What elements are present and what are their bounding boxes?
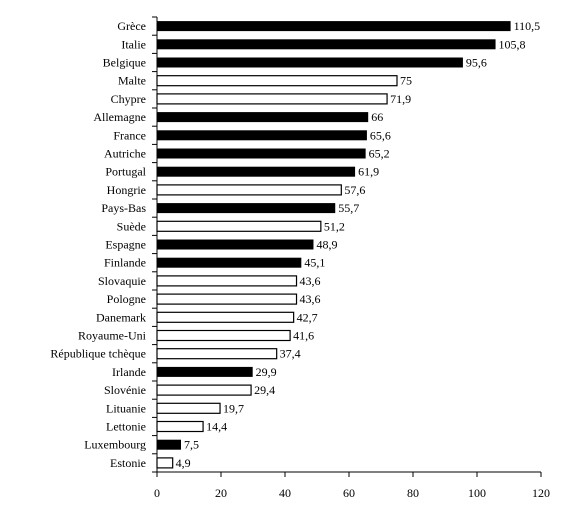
bar (157, 366, 253, 377)
x-tick-label: 80 (407, 486, 419, 500)
value-label: 75 (400, 74, 412, 88)
value-label: 95,6 (466, 56, 487, 70)
bar (156, 329, 291, 342)
category-label: Grèce (117, 19, 146, 33)
bar (156, 293, 298, 305)
x-tick-label: 120 (532, 486, 550, 500)
category-label: Slovaquie (98, 274, 146, 288)
category-label: France (113, 128, 146, 142)
bar (156, 402, 221, 414)
x-tick-label: 20 (215, 486, 227, 500)
bar (157, 239, 314, 250)
value-label: 43,6 (300, 274, 321, 288)
bar (157, 39, 496, 50)
category-label: Belgique (103, 56, 146, 70)
category-label: Estonie (110, 456, 146, 470)
bar (157, 112, 369, 123)
bar (156, 384, 252, 396)
bars-layer (156, 21, 511, 469)
category-labels: Grèce Italie Belgique Malte Chypre Allemagne F… (50, 19, 146, 470)
category-label: Pays-Bas (101, 201, 146, 215)
value-label: 19,7 (223, 401, 244, 415)
value-label: 51,2 (324, 219, 345, 233)
bar (157, 257, 302, 268)
value-label: 45,1 (304, 256, 325, 270)
category-label: Chypre (111, 92, 146, 106)
value-label: 57,6 (344, 183, 365, 197)
value-label: 7,5 (184, 438, 199, 452)
value-label: 43,6 (300, 292, 321, 306)
category-label: Portugal (105, 165, 146, 179)
value-label: 66 (371, 110, 383, 124)
bar (157, 203, 336, 214)
category-label: Hongrie (107, 183, 146, 197)
category-label: Pologne (107, 292, 146, 306)
category-label: République tchèque (50, 347, 146, 361)
x-tick-label: 60 (343, 486, 355, 500)
category-label: Espagne (105, 238, 146, 252)
category-label: Finlande (104, 256, 146, 270)
category-label: Lituanie (106, 401, 146, 415)
x-tick-label: 0 (154, 486, 160, 500)
value-label: 65,6 (370, 128, 391, 142)
x-tick-label: 100 (468, 486, 486, 500)
bar (157, 57, 463, 68)
bar (157, 166, 356, 177)
category-label: Irlande (112, 365, 146, 379)
bar (156, 348, 278, 360)
bar (157, 130, 367, 141)
value-label: 4,9 (176, 456, 191, 470)
bar (157, 148, 366, 159)
category-label: Danemark (96, 310, 146, 324)
bar (156, 184, 342, 196)
category-label: Suède (117, 219, 146, 233)
value-label: 55,7 (338, 201, 359, 215)
value-labels: 110,5 105,8 95,6 75 71,9 66 65,6 65,2 61,9 57,6 55… (176, 19, 540, 470)
value-label: 29,9 (256, 365, 277, 379)
bar (156, 457, 174, 469)
category-label: Italie (121, 37, 146, 51)
category-label: Luxembourg (84, 438, 146, 452)
bar (156, 275, 298, 287)
value-label: 29,4 (254, 383, 275, 397)
value-label: 41,6 (293, 329, 314, 343)
bar (157, 439, 181, 450)
bar (156, 220, 322, 232)
axes: 0 20 40 60 80 100 120 (152, 16, 550, 500)
value-label: 48,9 (316, 238, 337, 252)
category-label: Lettonie (106, 420, 146, 434)
value-label: 37,4 (280, 347, 301, 361)
bar (157, 21, 511, 32)
bar (156, 311, 295, 323)
value-label: 14,4 (206, 420, 227, 434)
bar (156, 420, 204, 433)
value-label: 42,7 (297, 310, 318, 324)
value-label: 65,2 (369, 147, 390, 161)
value-label: 105,8 (499, 37, 526, 51)
category-label: Allemagne (93, 110, 146, 124)
bar (156, 93, 388, 105)
value-label: 71,9 (390, 92, 411, 106)
value-label: 61,9 (358, 165, 379, 179)
category-label: Malte (118, 74, 146, 88)
bar (156, 75, 398, 87)
category-label: Royaume-Uni (78, 329, 147, 343)
x-tick-label: 40 (279, 486, 291, 500)
category-label: Slovénie (104, 383, 146, 397)
category-label: Autriche (104, 147, 146, 161)
value-label: 110,5 (514, 19, 541, 33)
